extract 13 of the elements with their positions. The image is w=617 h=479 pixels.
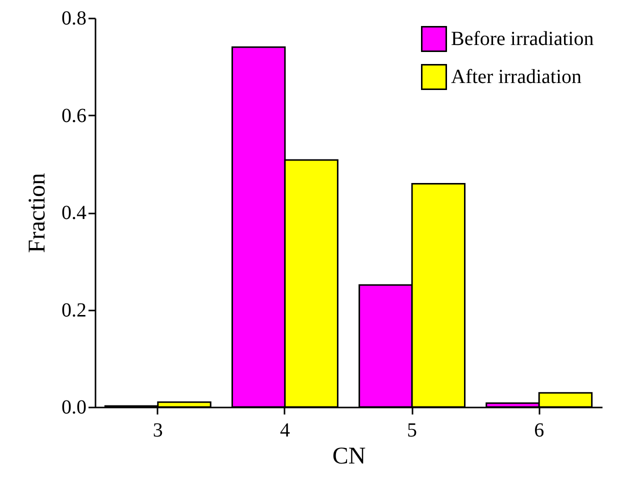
y-tick-label: 0.0 [62, 396, 86, 418]
x-tick-label: 6 [534, 420, 544, 442]
x-tick-label: 5 [407, 420, 418, 442]
y-tick-label: 0.4 [62, 202, 86, 224]
legend-label: After irradiation [451, 66, 582, 88]
y-tick-label: 0.6 [62, 104, 86, 127]
x-tick-label: 3 [152, 420, 163, 442]
y-tick-label: 0.8 [62, 8, 86, 30]
x-axis-title: CN [332, 444, 366, 470]
x-tick-label: 4 [280, 420, 290, 442]
y-tick-label: 0.2 [62, 299, 86, 322]
y-axis-title: Fraction [24, 173, 50, 253]
legend-label: Before irradiation [451, 28, 594, 50]
